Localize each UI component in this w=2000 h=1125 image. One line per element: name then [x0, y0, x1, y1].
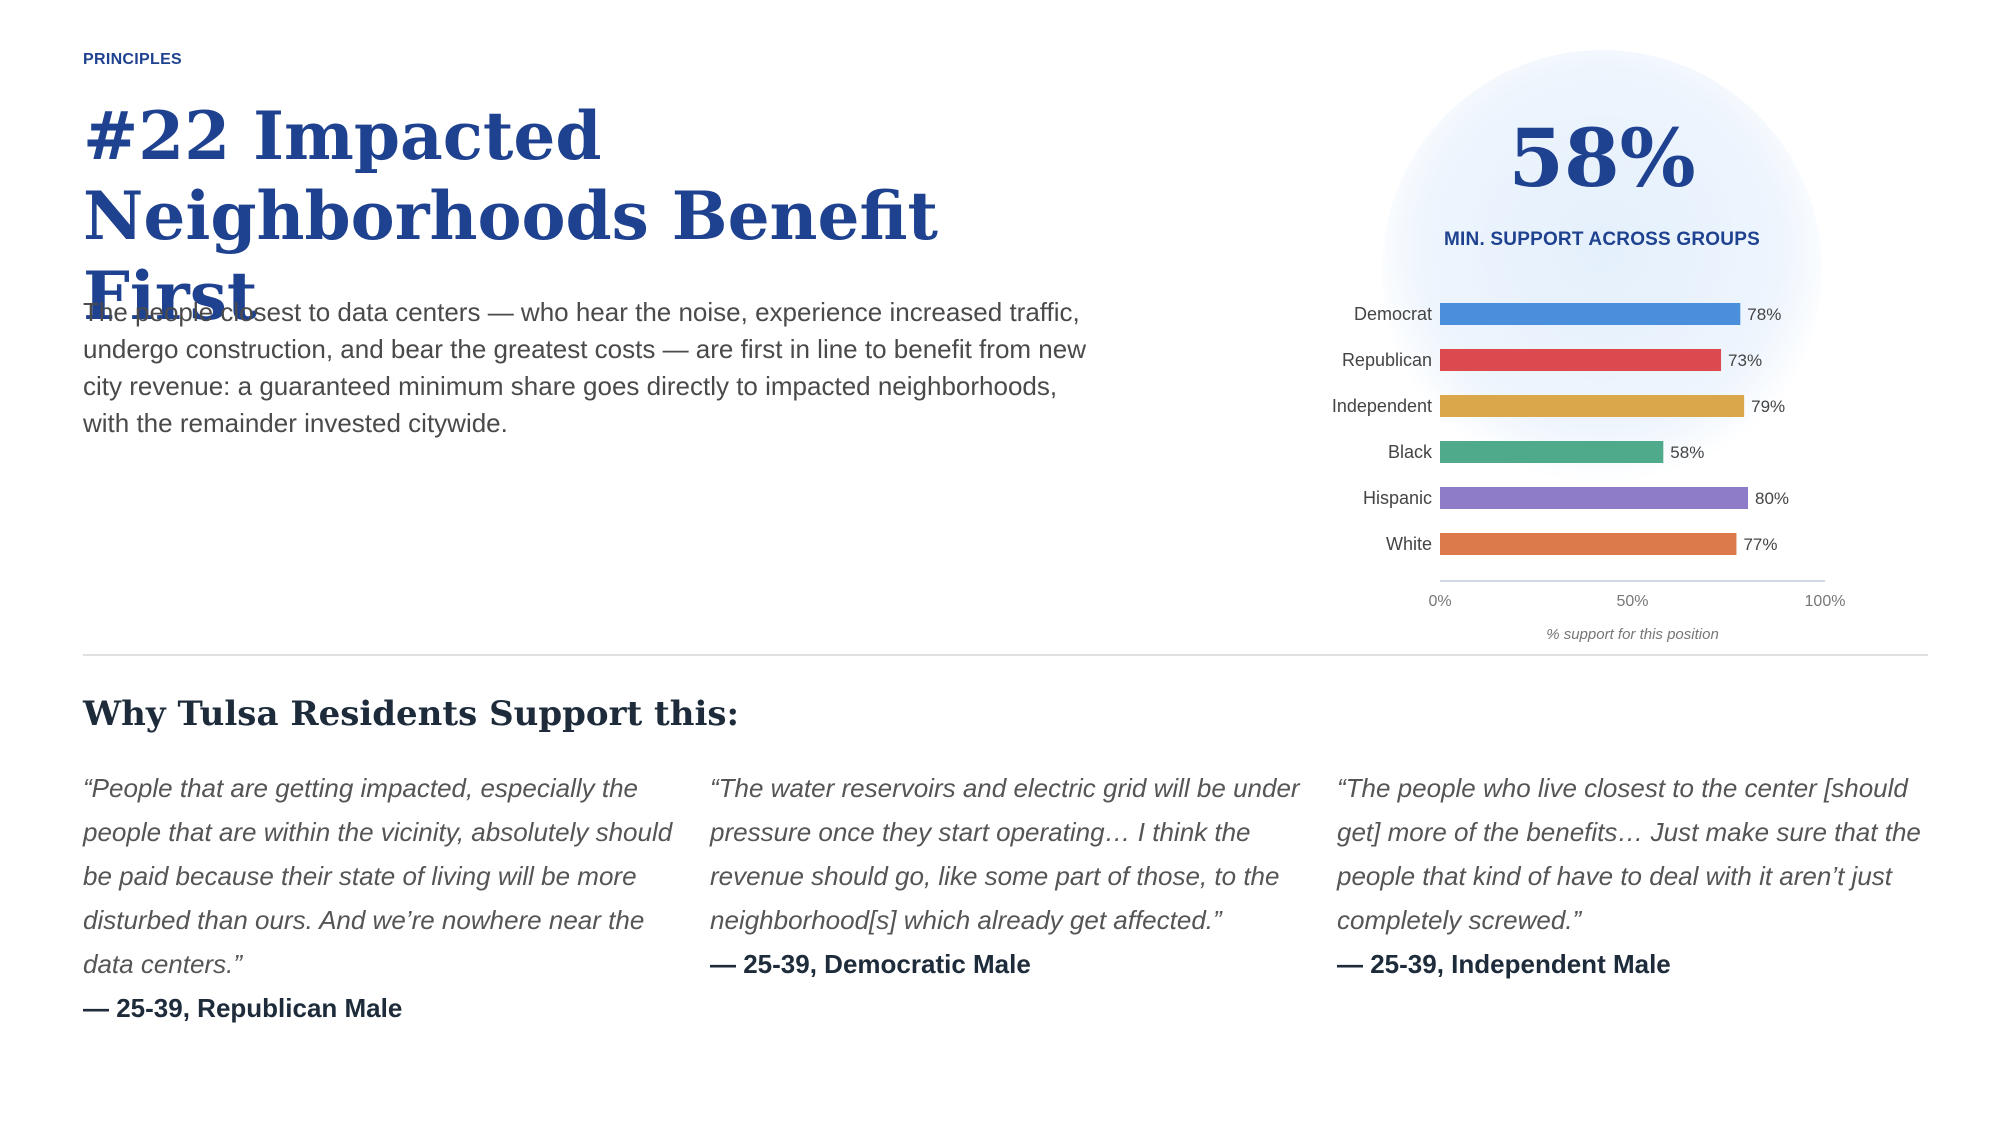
- section-divider: [83, 654, 1928, 656]
- quote-attribution: — 25-39, Democratic Male: [710, 949, 1031, 979]
- bar: [1440, 349, 1722, 371]
- x-tick-label: 100%: [1805, 593, 1846, 610]
- quote-text: “People that are getting impacted, espec…: [83, 773, 673, 979]
- bar: [1440, 533, 1737, 555]
- bar-value-label: 80%: [1755, 489, 1789, 508]
- intro-paragraph: The people closest to data centers — who…: [83, 297, 1086, 438]
- quote-card: “The people who live closest to the cent…: [1337, 766, 1932, 986]
- bar-value-label: 58%: [1670, 443, 1704, 462]
- quote-card: “The water reservoirs and electric grid …: [710, 766, 1310, 986]
- quote-attribution: — 25-39, Independent Male: [1337, 949, 1671, 979]
- support-bar-chart: Democrat 78% Republican 73% Independent 79% Bl…: [1332, 303, 1846, 643]
- min-support-value: 58%: [1508, 111, 1696, 205]
- bar-value-label: 78%: [1747, 305, 1781, 324]
- bar: [1440, 303, 1741, 325]
- bar-value-label: 77%: [1743, 535, 1777, 554]
- quote-attribution: — 25-39, Republican Male: [83, 993, 403, 1023]
- bar-value-label: 73%: [1728, 351, 1762, 370]
- bar: [1440, 395, 1745, 417]
- quote-text: “The people who live closest to the cent…: [1337, 773, 1921, 935]
- bar: [1440, 441, 1664, 463]
- quote-text: “The water reservoirs and electric grid …: [710, 773, 1300, 935]
- bar-value-label: 79%: [1751, 397, 1785, 416]
- page-title: #22 Impacted Neighborhoods Benefit First: [83, 97, 939, 335]
- category-label: Independent: [1332, 396, 1432, 416]
- section-eyebrow: PRINCIPLES: [83, 51, 183, 68]
- x-tick-label: 0%: [1428, 593, 1451, 610]
- category-label: White: [1386, 534, 1432, 554]
- x-axis-label: % support for this position: [1546, 626, 1719, 643]
- x-tick-label: 50%: [1616, 593, 1648, 610]
- category-label: Hispanic: [1363, 488, 1432, 508]
- category-label: Black: [1388, 442, 1433, 462]
- quote-card: “People that are getting impacted, espec…: [83, 766, 683, 1030]
- category-label: Republican: [1342, 350, 1432, 370]
- category-label: Democrat: [1354, 304, 1432, 324]
- bar: [1440, 487, 1748, 509]
- quotes-heading: Why Tulsa Residents Support this:: [83, 694, 740, 734]
- min-support-label: MIN. SUPPORT ACROSS GROUPS: [1444, 229, 1760, 250]
